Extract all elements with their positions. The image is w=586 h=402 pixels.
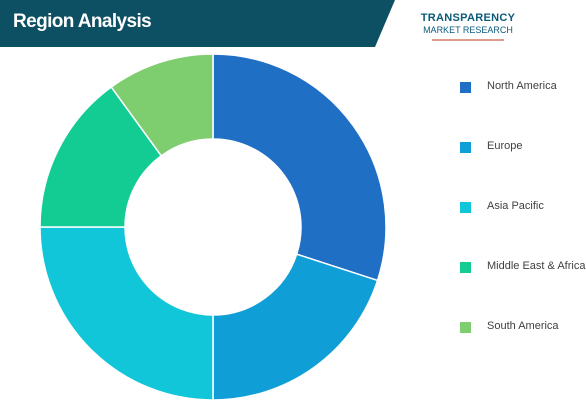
legend-label: Middle East & Africa bbox=[487, 260, 586, 272]
donut-chart bbox=[39, 53, 387, 401]
legend-label: Asia Pacific bbox=[487, 200, 544, 212]
page-title: Region Analysis bbox=[13, 11, 152, 32]
legend-label: South America bbox=[487, 320, 559, 332]
logo-tagline bbox=[432, 39, 504, 41]
logo-wordmark: TRANSPARENCY bbox=[420, 12, 516, 24]
logo-subtitle: MARKET RESEARCH bbox=[423, 25, 513, 35]
legend-swatch bbox=[460, 142, 471, 153]
company-logo: TRANSPARENCY MARKET RESEARCH bbox=[418, 8, 518, 46]
legend-label: Europe bbox=[487, 140, 523, 152]
legend-label: North America bbox=[487, 80, 557, 92]
legend-swatch bbox=[460, 202, 471, 213]
legend-swatch bbox=[460, 322, 471, 333]
slice-europe bbox=[212, 253, 379, 401]
header-bar bbox=[0, 0, 395, 47]
slice-north-america bbox=[212, 53, 387, 282]
slice-asia-pacific bbox=[39, 226, 214, 401]
legend-swatch bbox=[460, 262, 471, 273]
header-banner bbox=[0, 0, 395, 47]
legend-swatch bbox=[460, 82, 471, 93]
slice-south-america bbox=[110, 53, 214, 157]
